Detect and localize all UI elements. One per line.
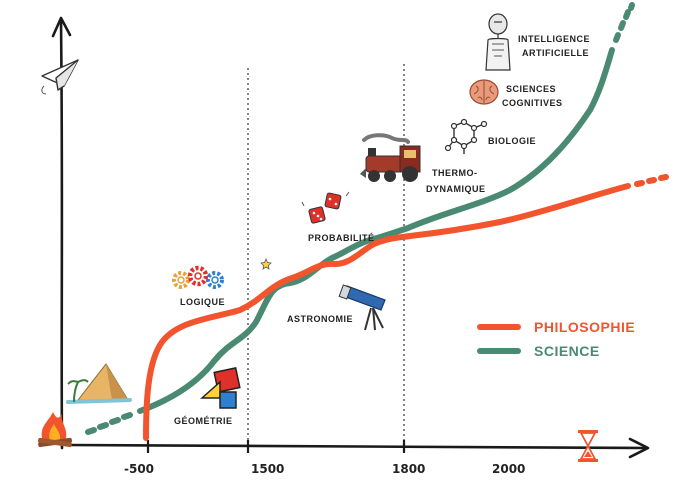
- dice-icon: [301, 191, 350, 224]
- label-intelligence-artificielle-line2: ARTIFICIELLE: [522, 48, 589, 58]
- label-geometrie: GÉOMÉTRIE: [174, 416, 233, 426]
- label-probabilite: PROBABILITÉ: [308, 233, 375, 243]
- label-sciences-cognitives-line1: SCIENCES: [506, 84, 556, 94]
- label-logique: LOGIQUE: [180, 297, 225, 307]
- y-axis: [59, 20, 64, 450]
- x-axis-arrowhead: [628, 437, 650, 459]
- brain-icon: [469, 79, 499, 105]
- y-axis-arrowhead: [51, 16, 72, 38]
- x-axis: [66, 443, 647, 450]
- gears-icon: [172, 265, 224, 289]
- campfire-icon: [38, 412, 72, 448]
- label-thermodynamique-line2: DYNAMIQUE: [426, 184, 486, 194]
- label-intelligence-artificielle-line1: INTELLIGENCE: [518, 34, 590, 44]
- label-astronomie: ASTRONOMIE: [287, 314, 353, 324]
- molecule-icon: [444, 118, 488, 154]
- telescope-icon: [338, 284, 386, 331]
- tick-label-2000: 2000: [492, 462, 525, 476]
- philosophie-curve: [143, 174, 669, 441]
- science-curve: [85, 2, 635, 435]
- legend-label-science: SCIENCE: [534, 343, 600, 359]
- paper-plane-icon: [41, 59, 79, 95]
- robot-icon: [485, 13, 511, 71]
- pyramid-icon: [66, 363, 132, 404]
- legend: PHILOSOPHIE SCIENCE: [477, 319, 635, 359]
- label-biologie: BIOLOGIE: [488, 136, 536, 146]
- label-sciences-cognitives-line2: COGNITIVES: [502, 98, 563, 108]
- tick-label-1500: 1500: [251, 462, 284, 476]
- tick-label-minus-500: -500: [124, 462, 154, 476]
- axes: [51, 16, 650, 459]
- locomotive-icon: [360, 133, 421, 182]
- star-icon: [260, 257, 272, 270]
- label-thermodynamique-line1: THERMO-: [432, 168, 478, 178]
- tick-label-1800: 1800: [392, 462, 425, 476]
- legend-label-philosophie: PHILOSOPHIE: [534, 319, 635, 335]
- hourglass-icon: [578, 430, 598, 462]
- geometry-shapes-icon: [200, 367, 241, 409]
